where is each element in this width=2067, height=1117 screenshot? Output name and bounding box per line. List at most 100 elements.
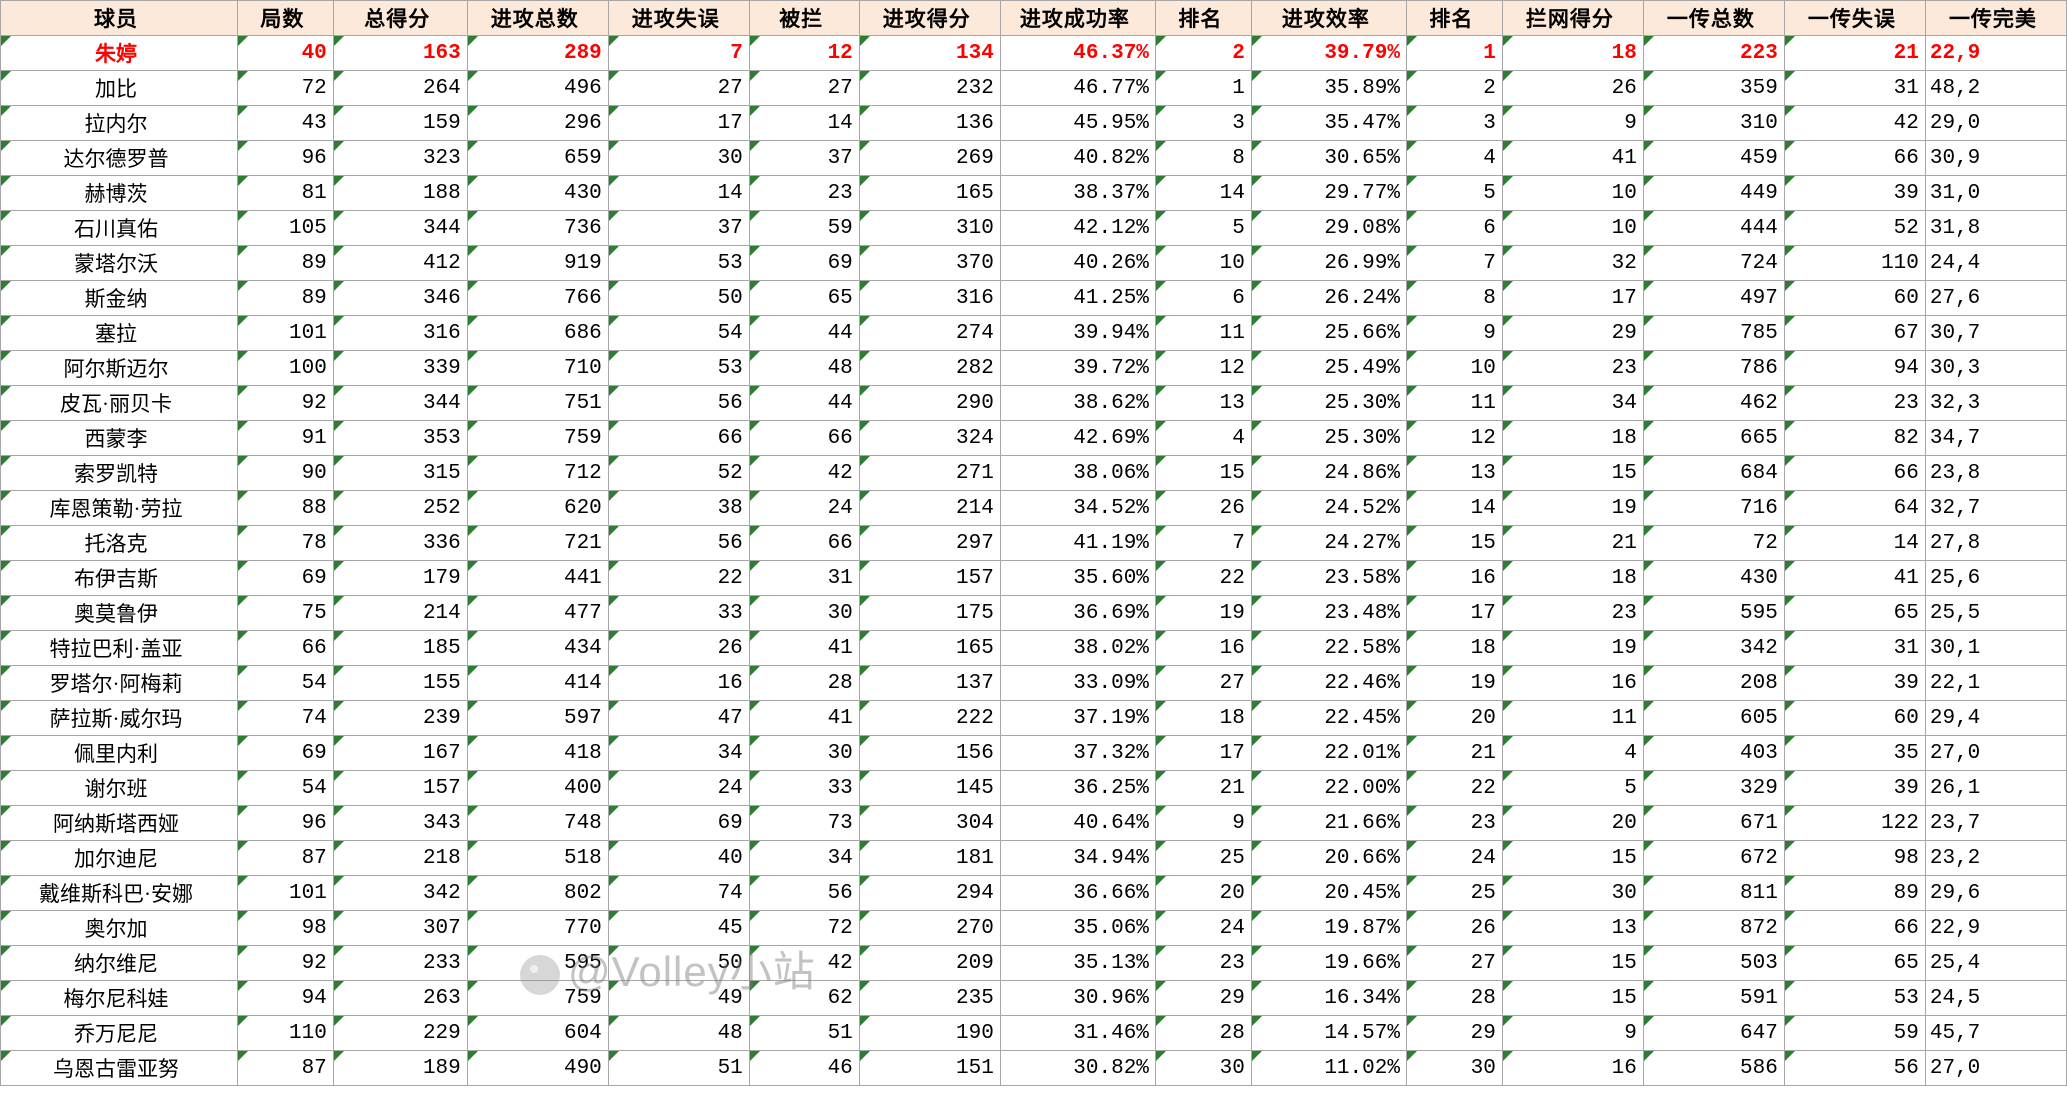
table-row: 赫博茨81188430142316538.37%1429.77%51044939…: [1, 176, 2067, 211]
cell: 90: [237, 456, 333, 491]
col-header: 总得分: [333, 1, 467, 36]
cell: 24: [1406, 841, 1502, 876]
cell: 29,4: [1925, 701, 2066, 736]
cell: 134: [859, 36, 1000, 71]
cell: 17: [1406, 596, 1502, 631]
cell: 264: [333, 71, 467, 106]
cell: 46.37%: [1000, 36, 1155, 71]
cell: 30,3: [1925, 351, 2066, 386]
cell: 137: [859, 666, 1000, 701]
cell: 24: [608, 771, 749, 806]
cell: 4: [1406, 141, 1502, 176]
cell: 27,6: [1925, 281, 2066, 316]
cell: 16: [1155, 631, 1251, 666]
cell: 31: [1784, 631, 1925, 666]
table-row: 乔万尼尼110229604485119031.46%2814.57%299647…: [1, 1016, 2067, 1051]
cell: 353: [333, 421, 467, 456]
cell: 72: [237, 71, 333, 106]
cell: 766: [467, 281, 608, 316]
col-header: 进攻总数: [467, 1, 608, 36]
cell: 462: [1643, 386, 1784, 421]
cell: 38.37%: [1000, 176, 1155, 211]
cell: 33: [749, 771, 859, 806]
table-row: 奥莫鲁伊75214477333017536.69%1923.48%1723595…: [1, 596, 2067, 631]
cell: 94: [1784, 351, 1925, 386]
cell: 10: [1406, 351, 1502, 386]
cell: 1: [1406, 36, 1502, 71]
cell: 44: [749, 386, 859, 421]
cell: 9: [1502, 1016, 1643, 1051]
table-row: 蒙塔尔沃89412919536937040.26%1026.99%7327241…: [1, 246, 2067, 281]
cell: 29: [1406, 1016, 1502, 1051]
player-name: 达尔德罗普: [1, 141, 238, 176]
cell: 56: [608, 386, 749, 421]
cell: 16: [608, 666, 749, 701]
cell: 10: [1502, 211, 1643, 246]
cell: 15: [1502, 456, 1643, 491]
cell: 233: [333, 946, 467, 981]
cell: 5: [1406, 176, 1502, 211]
cell: 430: [1643, 561, 1784, 596]
cell: 684: [1643, 456, 1784, 491]
cell: 155: [333, 666, 467, 701]
cell: 14: [1784, 526, 1925, 561]
player-name: 特拉巴利·盖亚: [1, 631, 238, 666]
cell: 686: [467, 316, 608, 351]
cell: 21: [1155, 771, 1251, 806]
cell: 165: [859, 176, 1000, 211]
cell: 209: [859, 946, 1000, 981]
cell: 190: [859, 1016, 1000, 1051]
cell: 441: [467, 561, 608, 596]
cell: 69: [608, 806, 749, 841]
cell: 54: [237, 666, 333, 701]
cell: 24,4: [1925, 246, 2066, 281]
cell: 23: [1155, 946, 1251, 981]
cell: 15: [1406, 526, 1502, 561]
cell: 28: [1406, 981, 1502, 1016]
cell: 23: [1502, 596, 1643, 631]
cell: 269: [859, 141, 1000, 176]
cell: 597: [467, 701, 608, 736]
cell: 36.66%: [1000, 876, 1155, 911]
cell: 89: [1784, 876, 1925, 911]
col-header: 进攻效率: [1251, 1, 1406, 36]
cell: 20: [1155, 876, 1251, 911]
cell: 27: [1406, 946, 1502, 981]
cell: 21.66%: [1251, 806, 1406, 841]
cell: 23,8: [1925, 456, 2066, 491]
cell: 37.19%: [1000, 701, 1155, 736]
cell: 11: [1502, 701, 1643, 736]
cell: 6: [1155, 281, 1251, 316]
cell: 8: [1155, 141, 1251, 176]
cell: 22: [608, 561, 749, 596]
cell: 22,9: [1925, 911, 2066, 946]
cell: 25,6: [1925, 561, 2066, 596]
cell: 56: [608, 526, 749, 561]
cell: 38: [608, 491, 749, 526]
cell: 40.82%: [1000, 141, 1155, 176]
cell: 31.46%: [1000, 1016, 1155, 1051]
cell: 42: [749, 456, 859, 491]
table-row: 皮瓦·丽贝卡92344751564429038.62%1325.30%11344…: [1, 386, 2067, 421]
player-name: 罗塔尔·阿梅莉: [1, 666, 238, 701]
cell: 15: [1155, 456, 1251, 491]
cell: 344: [333, 386, 467, 421]
cell: 343: [333, 806, 467, 841]
cell: 595: [467, 946, 608, 981]
cell: 51: [749, 1016, 859, 1051]
table-row: 塞拉101316686544427439.94%1125.66%92978567…: [1, 316, 2067, 351]
cell: 665: [1643, 421, 1784, 456]
cell: 10: [1502, 176, 1643, 211]
cell: 110: [1784, 246, 1925, 281]
cell: 497: [1643, 281, 1784, 316]
player-name: 塞拉: [1, 316, 238, 351]
cell: 33.09%: [1000, 666, 1155, 701]
cell: 5: [1155, 211, 1251, 246]
player-name: 斯金纳: [1, 281, 238, 316]
cell: 20: [1406, 701, 1502, 736]
cell: 29,6: [1925, 876, 2066, 911]
cell: 92: [237, 386, 333, 421]
cell: 181: [859, 841, 1000, 876]
cell: 30,7: [1925, 316, 2066, 351]
col-header: 拦网得分: [1502, 1, 1643, 36]
